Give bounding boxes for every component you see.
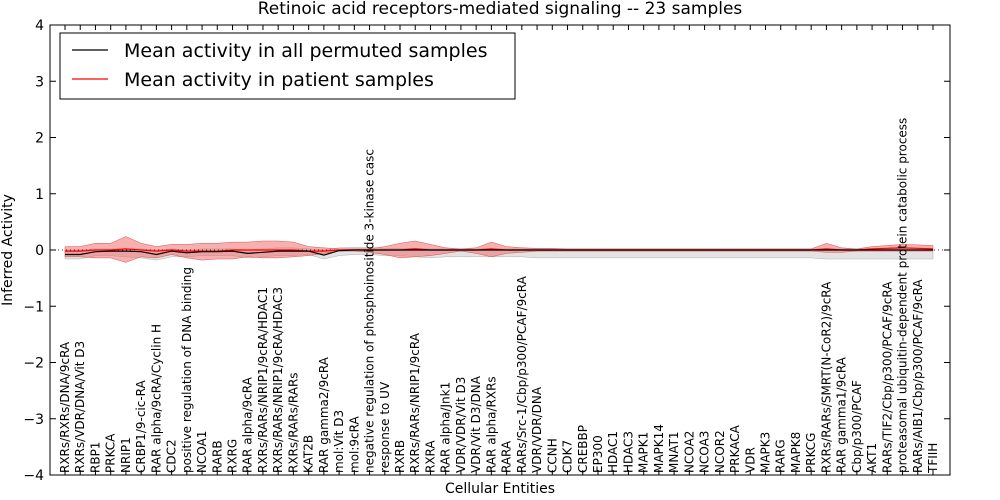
x-category-label: MAPK3 bbox=[759, 432, 773, 473]
x-category-label: KAT2B bbox=[302, 435, 316, 473]
legend-label-patient: Mean activity in patient samples bbox=[124, 69, 434, 91]
y-tick-label: 3 bbox=[35, 74, 44, 90]
x-category-label: RXRs/VDR/DNA/Vit D3 bbox=[73, 341, 87, 473]
x-category-label: RARs/AIB1/Cbp/p300/PCAF/9cRA bbox=[911, 279, 925, 473]
legend-box bbox=[59, 32, 516, 100]
x-category-label: RARs/Src-1/Cbp/p300/PCAF/9cRA bbox=[515, 275, 529, 473]
x-category-label: RAR gamma2/9cRA bbox=[317, 356, 331, 473]
x-category-label: PRKCG bbox=[804, 433, 818, 473]
x-category-label: mol:9cRA bbox=[347, 416, 361, 473]
x-category-label: TFIIH bbox=[926, 443, 940, 474]
x-category-label: NRIP1 bbox=[119, 437, 133, 473]
x-category-label: HDAC1 bbox=[606, 431, 620, 473]
y-axis: −4 −3 −2 −1 0 1 2 3 4 bbox=[23, 18, 950, 484]
legend: Mean activity in all permuted samples Me… bbox=[59, 32, 516, 100]
x-category-label: MAPK1 bbox=[637, 432, 651, 473]
x-category-label: VDR/Vit D3/DNA bbox=[469, 375, 483, 473]
x-category-label: VDR/VDR/DNA bbox=[530, 386, 544, 473]
x-category-label: proteasomal ubiquitin-dependent protein … bbox=[896, 118, 910, 473]
x-category-label: RARA bbox=[500, 440, 514, 473]
x-axis: RXRs/RXRs/DNA/9cRA RXRs/VDR/DNA/Vit D3 RBP… bbox=[58, 25, 940, 475]
x-category-label: mol:Vit D3 bbox=[332, 410, 346, 473]
y-tick-label: 1 bbox=[35, 187, 44, 203]
x-category-label: RAR alpha/9cRA/Cyclin H bbox=[149, 324, 163, 473]
chart-title: Retinoic acid receptors-mediated signali… bbox=[258, 0, 743, 19]
y-axis-label: Inferred Activity bbox=[0, 194, 16, 306]
x-category-label: RARB bbox=[210, 440, 224, 473]
x-category-label: positive regulation of DNA binding bbox=[180, 267, 194, 473]
x-category-label: NCOA3 bbox=[698, 431, 712, 473]
x-category-label: response to UV bbox=[378, 381, 392, 473]
x-category-label: NCOR2 bbox=[713, 430, 727, 473]
x-category-label: RBP1 bbox=[89, 442, 103, 473]
y-tick-label: 4 bbox=[35, 18, 44, 34]
x-axis-label: Cellular Entities bbox=[445, 481, 555, 497]
x-category-label: RXRs/RARs/RARs bbox=[286, 372, 300, 473]
legend-label-permuted: Mean activity in all permuted samples bbox=[124, 40, 487, 62]
x-category-label: PRKACA bbox=[728, 424, 742, 473]
x-category-label: RXRB bbox=[393, 440, 407, 473]
x-category-label: MNAT1 bbox=[667, 431, 681, 473]
x-category-label: HDAC3 bbox=[621, 431, 635, 473]
x-category-label: RXRs/RARs/SMRT(N-CoR2)/9cRA bbox=[819, 281, 833, 473]
permuted-mean-line bbox=[65, 249, 933, 256]
x-category-label: RXRs/RARs/NRIP1/9cRA bbox=[408, 332, 422, 473]
x-category-label: VDR bbox=[743, 447, 757, 473]
y-tick-label: 0 bbox=[35, 243, 44, 259]
x-category-label: AKT1 bbox=[865, 443, 879, 473]
x-category-label: RAR alpha/RXRs bbox=[484, 376, 498, 473]
x-category-label: negative regulation of phosphoinositide … bbox=[363, 149, 377, 473]
x-category-label: CREBBP bbox=[576, 425, 590, 473]
x-category-label: NCOA2 bbox=[682, 431, 696, 473]
x-category-label: RARs/TIF2/Cbp/p300/PCAF/9cRA bbox=[880, 281, 894, 473]
x-category-label: MAPK8 bbox=[789, 432, 803, 473]
x-category-label: RXRs/RARs/NRIP1/9cRA/HDAC3 bbox=[271, 287, 285, 473]
x-category-label: PRKCA bbox=[104, 433, 118, 473]
x-category-label: MAPK14 bbox=[652, 424, 666, 473]
series-lines bbox=[65, 247, 934, 256]
x-category-label: RXRs/RARs/NRIP1/9cRA/HDAC1 bbox=[256, 287, 270, 473]
x-category-label: RXRG bbox=[226, 439, 240, 473]
x-category-label: RXRs/RXRs/DNA/9cRA bbox=[58, 341, 72, 473]
y-tick-label: 2 bbox=[35, 131, 44, 147]
x-category-label: VDR/VDR/Vit D3 bbox=[454, 377, 468, 473]
x-category-label: EP300 bbox=[591, 435, 605, 473]
y-tick-label: −2 bbox=[23, 356, 44, 372]
y-tick-label: −3 bbox=[23, 412, 44, 428]
x-category-label: Cbp/p300/PCAF bbox=[850, 380, 864, 473]
x-category-label: NCOA1 bbox=[195, 431, 209, 473]
x-category-label: RAR alpha/Jnk1 bbox=[439, 382, 453, 473]
x-category-label: RAR gamma1/9cRA bbox=[835, 356, 849, 473]
x-category-label: CCNH bbox=[545, 438, 559, 473]
x-category-label: RXRA bbox=[424, 440, 438, 473]
x-category-label: RAR alpha/9cRA bbox=[241, 376, 255, 473]
y-tick-label: −4 bbox=[23, 468, 44, 484]
x-category-label: CRBP1/9-cic-RA bbox=[134, 379, 148, 473]
x-category-label: CDK7 bbox=[561, 440, 575, 473]
x-category-label: CDC2 bbox=[165, 439, 179, 473]
y-tick-label: −1 bbox=[23, 299, 44, 315]
x-category-label: RARG bbox=[774, 439, 788, 473]
